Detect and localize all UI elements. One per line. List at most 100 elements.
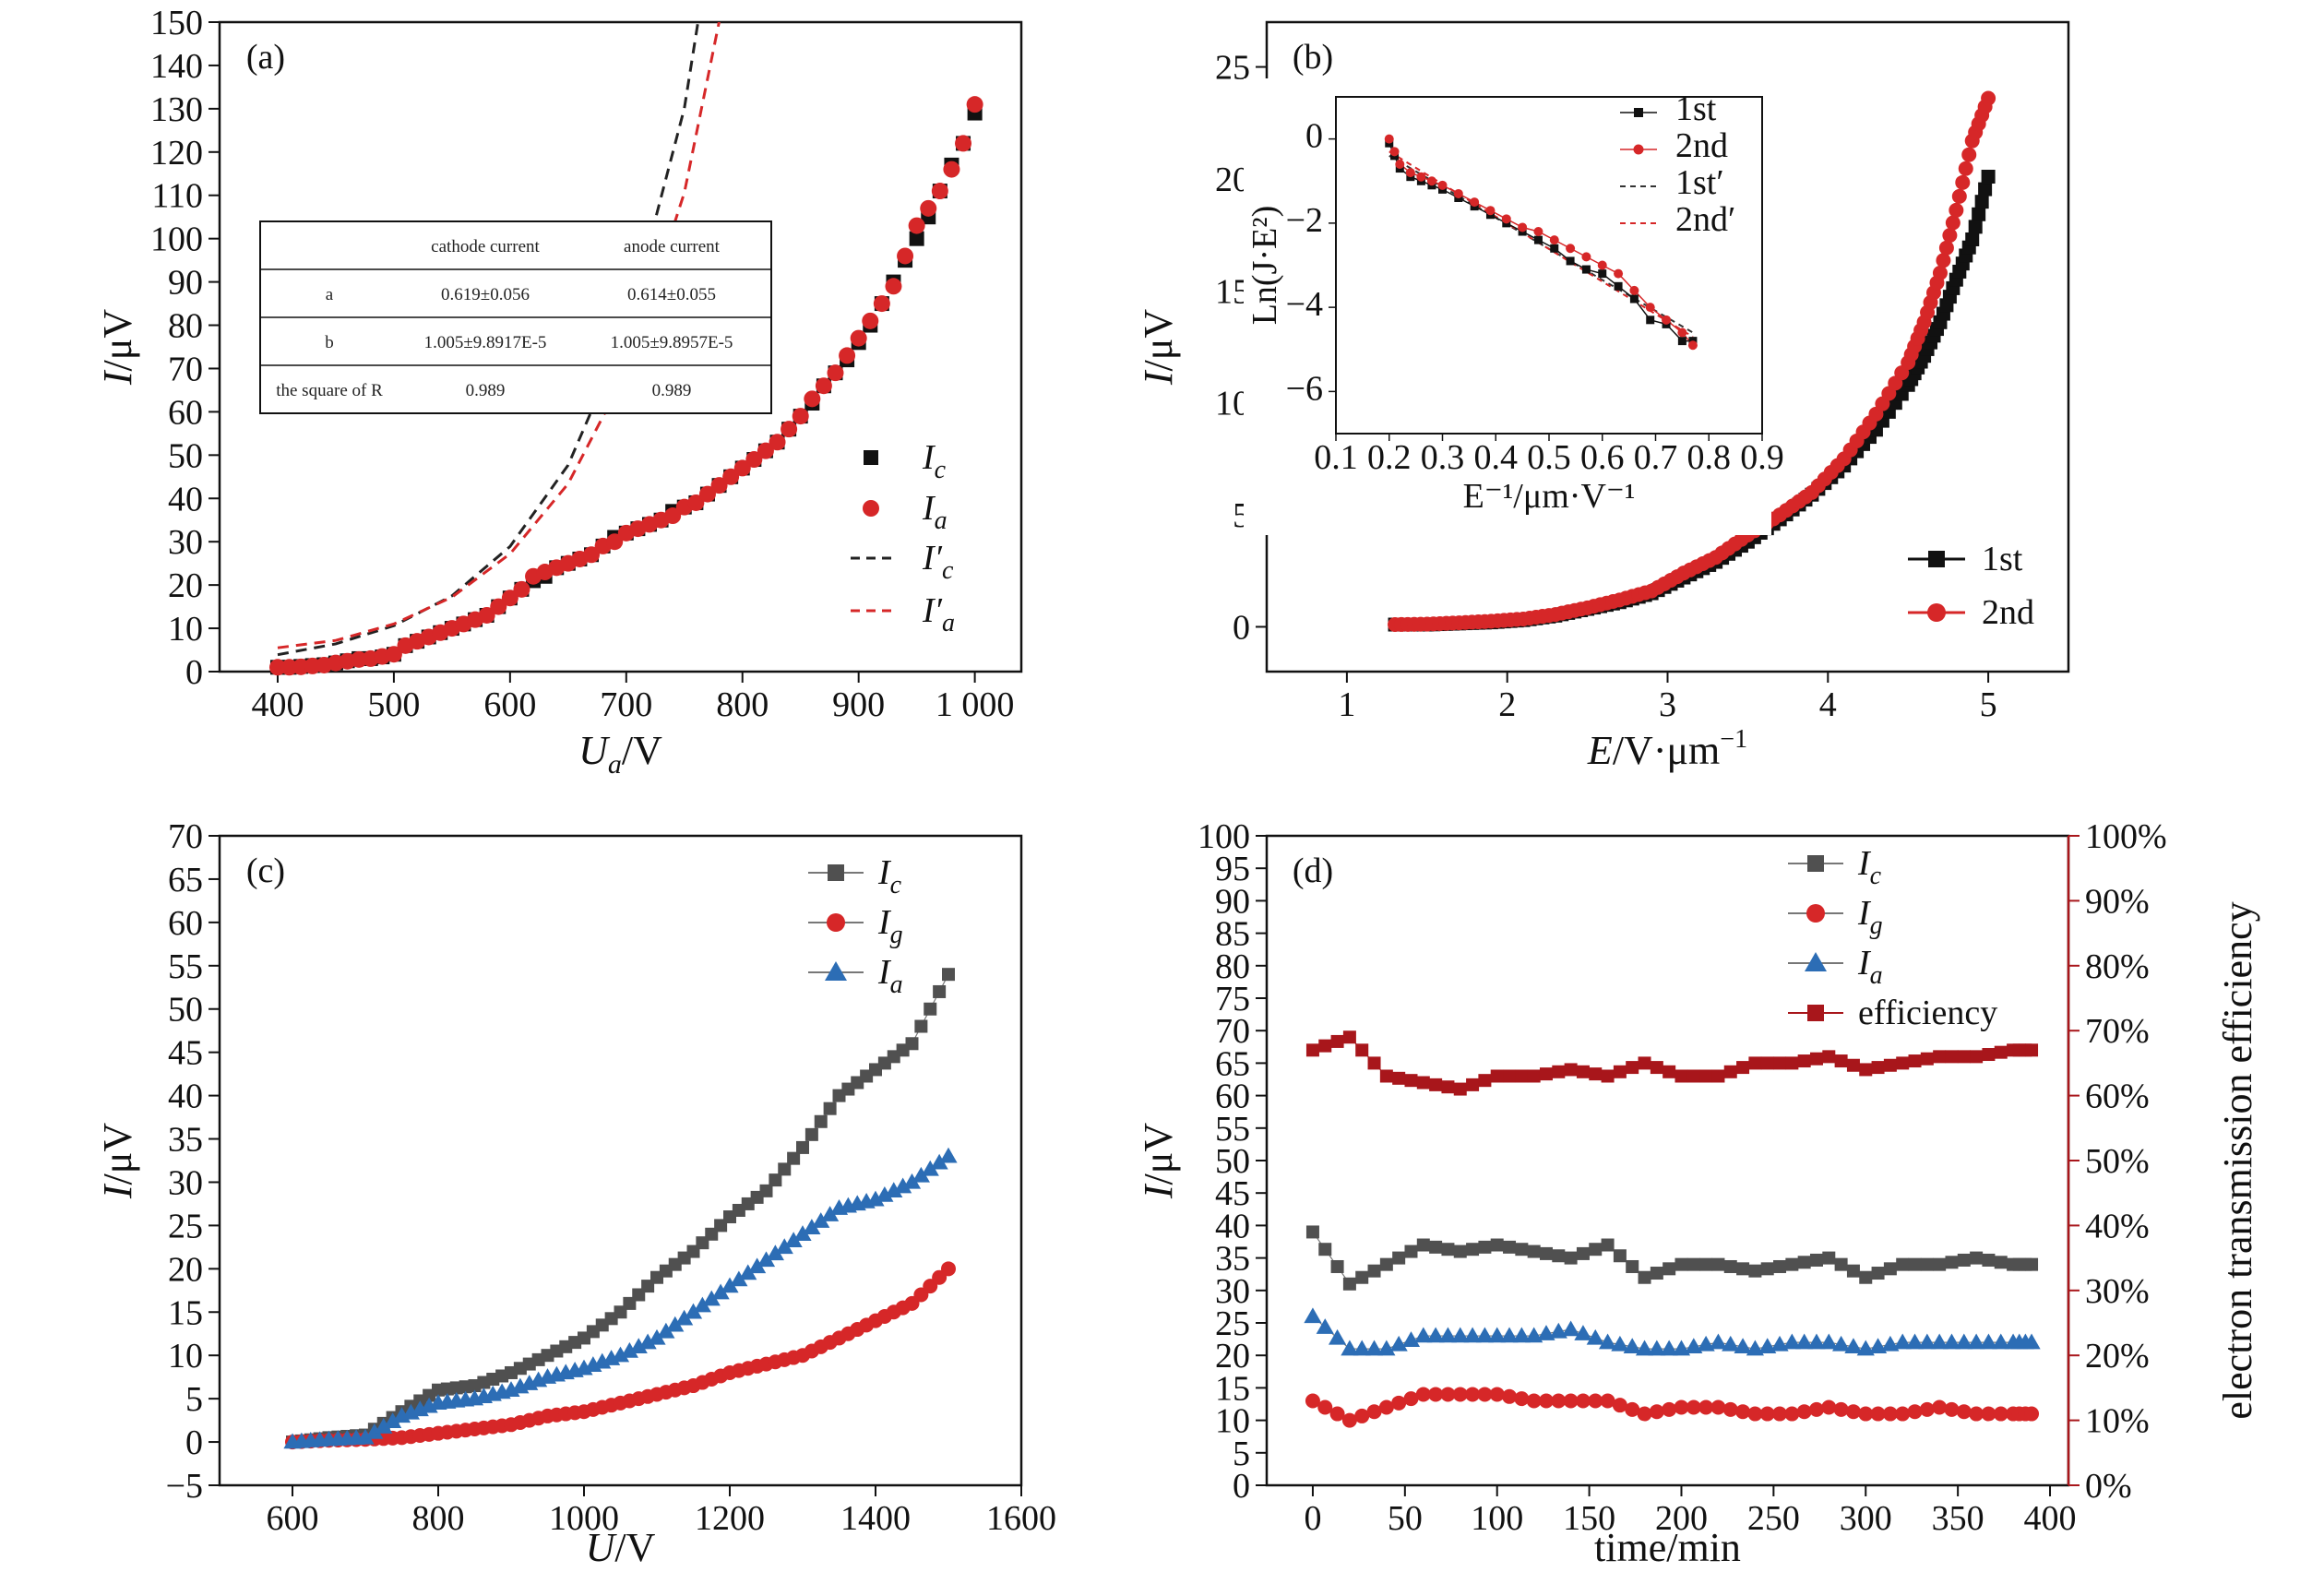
table-header-cell: anode current: [624, 237, 721, 256]
data-point-efficiency: [1797, 1054, 1811, 1068]
data-point-ig: [1489, 1387, 1505, 1402]
right-y-tick-label: 100%: [2085, 817, 2167, 856]
fit-line-ia: [277, 22, 721, 649]
legend-subscript: c: [890, 871, 902, 899]
data-point-ic: [1429, 1240, 1443, 1254]
data-point-ic: [942, 968, 955, 982]
table-cell: 1.005±9.8957E-5: [611, 333, 733, 352]
y-tick-label: 80: [1215, 947, 1250, 986]
data-point-ic: [778, 1162, 792, 1176]
data-point-ic: [1859, 1270, 1873, 1284]
inset-point-2nd: [1566, 244, 1576, 254]
data-point-ia: [1942, 1333, 1961, 1350]
y-tick-label: 5: [1233, 1435, 1250, 1473]
y-tick-label: 100: [150, 220, 203, 259]
data-point-ia: [693, 1296, 711, 1313]
data-point-ic: [804, 1127, 818, 1141]
legend-marker-2nd: [1927, 603, 1946, 622]
data-point-ia: [955, 135, 972, 152]
data-point-ia: [722, 468, 740, 485]
data-point-efficiency: [1626, 1061, 1639, 1075]
data-point-efficiency: [1601, 1069, 1615, 1083]
data-point-ic: [1441, 1243, 1455, 1256]
data-point-ia: [1955, 1333, 1973, 1350]
data-point-ig: [1710, 1399, 1726, 1415]
data-point-efficiency: [1748, 1056, 1762, 1070]
data-point-ig: [1354, 1408, 1370, 1423]
inset-legend-label: 2nd: [1675, 126, 1728, 165]
right-y-tick-label: 0%: [2085, 1467, 2132, 1506]
data-point-ia: [943, 161, 960, 178]
x-tick-label: 900: [832, 685, 885, 724]
data-point-ia: [812, 1212, 830, 1228]
data-point-ic: [1686, 1257, 1700, 1271]
data-point-ic: [1490, 1238, 1504, 1252]
data-point-ig: [1465, 1387, 1481, 1402]
data-point-ig: [1378, 1399, 1394, 1415]
right-y-axis-label: electron transmission efficiency: [2215, 901, 2260, 1419]
panel-label: (a): [246, 38, 285, 77]
legend-symbol: I: [1857, 944, 1872, 982]
data-point-efficiency: [1404, 1074, 1418, 1088]
right-y-tick-label: 90%: [2085, 882, 2150, 921]
data-point-ia: [620, 1341, 638, 1358]
data-point-efficiency: [1576, 1065, 1590, 1078]
data-point-1st: [1965, 232, 1980, 246]
data-point-ic: [1466, 1243, 1480, 1256]
inset-point-2nd: [1470, 197, 1480, 208]
x-tick-label: 50: [1388, 1499, 1423, 1538]
y-tick-label: 40: [1215, 1207, 1250, 1245]
y-tick-label: 60: [168, 393, 203, 432]
y-tick-label: 90: [168, 264, 203, 303]
y-tick-label: 70: [168, 817, 203, 856]
data-point-efficiency: [2025, 1043, 2039, 1057]
legend-entry: Ig: [1857, 894, 1883, 940]
x-tick-label: 500: [367, 685, 420, 724]
data-point-efficiency: [1466, 1078, 1480, 1091]
data-point-efficiency: [1809, 1052, 1823, 1066]
inset-legend-label: 1st: [1675, 89, 1717, 128]
y-tick-label: 30: [168, 1163, 203, 1202]
data-point-ia: [1795, 1333, 1814, 1350]
legend-marker: [825, 961, 847, 981]
data-point-ic: [1453, 1244, 1467, 1258]
data-point-ic: [905, 1037, 919, 1051]
data-point-ig: [1428, 1387, 1444, 1402]
data-point-efficiency: [1859, 1063, 1873, 1077]
data-point-efficiency: [1970, 1050, 1984, 1064]
data-point-ic: [1527, 1244, 1541, 1258]
data-point-ic: [1945, 1256, 1959, 1269]
inset-x-tick-label: 0.1: [1314, 438, 1358, 477]
inset-x-tick-label: 0.9: [1740, 438, 1784, 477]
data-point-ig: [1649, 1404, 1664, 1420]
data-point-ia: [1377, 1340, 1396, 1356]
data-point-ic: [1392, 1251, 1406, 1265]
data-point-2nd: [1932, 265, 1948, 280]
inset-point-2nd: [1677, 328, 1687, 338]
data-point-ig: [1341, 1412, 1357, 1428]
data-point-ic: [1626, 1259, 1639, 1273]
legend-symbol: I′: [922, 539, 943, 578]
data-point-ia: [513, 580, 530, 598]
x-tick-label: 0: [1304, 1499, 1321, 1538]
legend-marker-ic: [864, 450, 878, 465]
data-point-efficiency: [1982, 1048, 1996, 1062]
data-point-ia: [775, 1238, 793, 1255]
data-point-ig: [1981, 1406, 1996, 1422]
data-point-ia: [920, 199, 937, 217]
data-point-ia: [1598, 1333, 1617, 1350]
x-tick-label: 3: [1659, 685, 1676, 724]
inset-point-1st: [1533, 235, 1543, 244]
data-point-ic: [1982, 1253, 1996, 1267]
y-tick-label: 0: [185, 653, 203, 692]
data-point-efficiency: [1871, 1061, 1885, 1075]
data-point-ia: [1365, 1340, 1384, 1356]
x-tick-label: 1 000: [936, 685, 1015, 724]
data-point-ic: [1552, 1249, 1566, 1263]
table-cell: b: [325, 333, 334, 352]
legend-marker: [828, 864, 844, 881]
data-point-ia: [1328, 1328, 1347, 1345]
data-point-ia: [1734, 1338, 1752, 1354]
y-tick-label: 0: [1233, 1467, 1250, 1506]
